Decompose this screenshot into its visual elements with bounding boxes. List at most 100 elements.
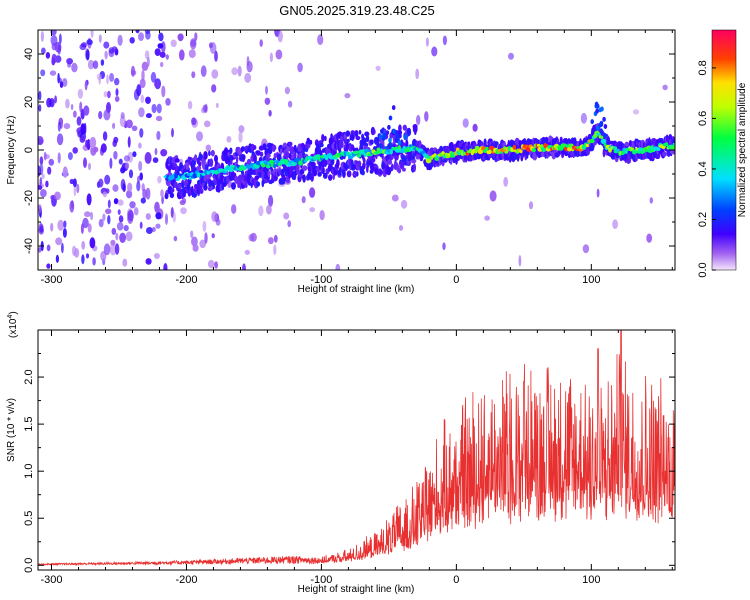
trace-halo [322, 172, 328, 179]
noise-blob [238, 131, 243, 143]
trace-halo [390, 163, 394, 171]
trace-halo [261, 171, 265, 180]
trace-core [603, 143, 607, 147]
x-tick-label: 0 [453, 274, 459, 286]
noise-blob [155, 212, 162, 220]
colorbar-tick-label: 0.0 [697, 262, 709, 277]
noise-blob [191, 117, 197, 126]
noise-blob [180, 207, 187, 215]
noise-blob [125, 231, 133, 242]
noise-blob [87, 59, 94, 70]
snr-scale-note: (x104) [7, 311, 19, 338]
noise-blob [127, 136, 131, 148]
trace-halo [288, 152, 292, 160]
noise-blob [442, 35, 447, 46]
trace-halo [362, 162, 366, 170]
noise-blob [146, 227, 153, 234]
trace-halo [302, 174, 306, 183]
noise-blob [155, 115, 163, 122]
trace-core [519, 149, 523, 154]
noise-blob [38, 90, 42, 101]
trace-halo [288, 141, 293, 147]
y-tick-label: 2.0 [23, 369, 35, 384]
noise-blob [63, 123, 71, 130]
noise-blob [144, 152, 152, 164]
trace-spike [397, 140, 402, 146]
noise-blob [277, 30, 283, 43]
noise-blob [107, 199, 111, 209]
trace-spike [388, 115, 393, 121]
snr-x-label: Height of straight line (km) [298, 584, 415, 595]
noise-blob [50, 194, 56, 201]
noise-blob [59, 81, 64, 88]
noise-blob [145, 113, 152, 119]
noise-blob [214, 50, 218, 62]
trace-halo [516, 154, 520, 160]
noise-blob [116, 222, 124, 231]
spectrogram-x-ticks: -300 -200 -100 0 100 [40, 30, 673, 286]
trace-halo [199, 188, 204, 194]
noise-blob [142, 188, 147, 199]
noise-blob [139, 221, 143, 229]
snr-y-ticks: 0.0 0.5 1.0 1.5 2.0 [23, 353, 675, 573]
x-tick-label: 0 [453, 574, 459, 586]
snr-scale-base: (x10 [8, 318, 19, 338]
x-tick-label: -300 [40, 274, 62, 286]
noise-blob [145, 96, 151, 105]
noise-blob [179, 49, 185, 61]
trace-halo [401, 167, 406, 172]
noise-blob [88, 162, 91, 171]
trace-core [600, 138, 607, 144]
noise-blob [63, 220, 67, 228]
noise-blob [98, 76, 101, 85]
noise-blob [38, 246, 42, 253]
trace-halo [203, 184, 208, 191]
trace-core [620, 150, 625, 155]
noise-blob [105, 208, 112, 215]
trace-halo [181, 182, 185, 189]
trace-core [670, 145, 675, 150]
noise-blob [258, 205, 264, 217]
noise-blob [309, 187, 316, 198]
noise-blob [632, 109, 640, 115]
noise-blob [214, 261, 219, 269]
noise-blob [152, 157, 159, 164]
trace-halo [252, 145, 257, 150]
noise-blob [264, 97, 271, 106]
trace-halo [629, 141, 632, 148]
noise-blob [123, 155, 130, 162]
y-tick-label: -20 [23, 190, 35, 206]
noise-blob [51, 42, 57, 51]
trace-core [637, 147, 644, 152]
noise-blob [154, 48, 161, 56]
noise-blob [38, 185, 43, 190]
noise-blob [107, 90, 111, 99]
trace-halo [258, 171, 262, 178]
noise-blob [297, 62, 303, 73]
noise-blob [115, 88, 119, 97]
noise-blob [151, 103, 157, 114]
noise-blob [159, 51, 166, 58]
noise-blob [48, 158, 55, 166]
trace-halo [170, 188, 175, 193]
noise-blob [231, 67, 238, 76]
noise-blob [73, 110, 77, 118]
colorbar-frame [711, 29, 737, 271]
noise-blob [140, 94, 145, 104]
trace-halo [230, 159, 233, 165]
trace-halo [280, 177, 286, 185]
noise-blob [150, 71, 157, 83]
noise-blob [151, 227, 156, 232]
trace-spike [603, 124, 608, 129]
noise-blob [72, 178, 77, 188]
noise-blob [122, 183, 126, 193]
trace-halo [203, 151, 208, 160]
noise-blob [155, 223, 161, 229]
noise-blob [81, 240, 86, 250]
y-tick-label: 0 [23, 147, 35, 153]
noise-blob [114, 96, 120, 102]
noise-blob [138, 160, 143, 172]
noise-blob [317, 34, 324, 46]
noise-blob [56, 133, 64, 146]
